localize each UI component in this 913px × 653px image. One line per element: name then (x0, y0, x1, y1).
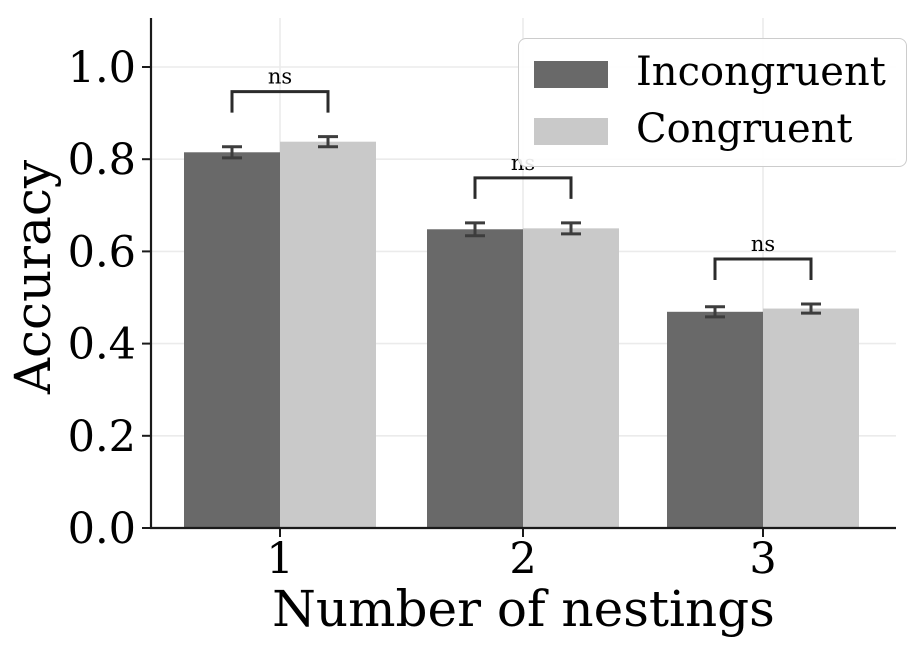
significance-bracket (473, 176, 573, 199)
significance-bracket (230, 90, 330, 113)
bar-congruent-3 (763, 308, 859, 528)
x-axis-label: Number of nestings (272, 580, 775, 638)
incongruent-swatch-icon (534, 60, 608, 88)
y-tick-label: 0.2 (68, 412, 136, 462)
congruent-swatch-icon (534, 117, 608, 145)
bar-congruent-2 (523, 228, 619, 528)
y-tick-label: 0.6 (68, 227, 136, 277)
x-tick-label: 2 (509, 534, 536, 584)
bar-incongruent-2 (427, 229, 523, 528)
y-tick-label: 1.0 (68, 43, 136, 93)
bar-congruent-1 (280, 141, 376, 528)
legend-label: Congruent (636, 106, 853, 152)
bar-incongruent-1 (184, 152, 280, 528)
x-tick-label: 3 (749, 534, 776, 584)
significance-bracket (713, 257, 813, 280)
y-tick-label: 0.4 (68, 320, 136, 370)
x-tick-label: 1 (266, 534, 293, 584)
legend: Incongruent Congruent (518, 38, 907, 167)
y-axis-label: Accuracy (4, 159, 62, 395)
bar-incongruent-3 (667, 311, 763, 528)
significance-label: ns (268, 65, 292, 89)
y-tick-label: 0.8 (68, 135, 136, 185)
legend-label: Incongruent (636, 49, 886, 95)
legend-item-congruent: Congruent (534, 109, 886, 153)
significance-label: ns (751, 232, 775, 256)
y-tick-label: 0.0 (68, 504, 136, 554)
legend-item-incongruent: Incongruent (534, 52, 886, 96)
